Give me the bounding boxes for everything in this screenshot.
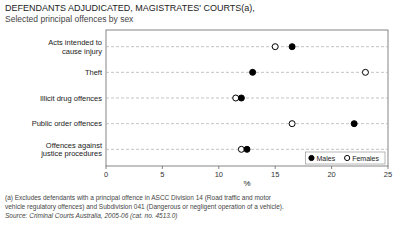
category-label-line: cause injury [62, 47, 102, 56]
marks [233, 44, 369, 153]
dot [362, 69, 368, 75]
dot [238, 95, 244, 101]
x-tick [218, 166, 219, 169]
grid-line [106, 46, 388, 47]
footnote: (a) Excludes defendants with a principal… [5, 194, 272, 202]
plot-frame [106, 30, 388, 166]
x-tick-label: 15 [271, 170, 279, 179]
dot [250, 69, 256, 75]
dot [351, 121, 357, 127]
x-tick [106, 166, 107, 169]
x-tick [162, 166, 163, 169]
x-tick-label: 25 [384, 170, 392, 179]
footnote: Source: Criminal Courts Australia, 2005-… [5, 212, 177, 220]
category-label-line: Theft [85, 68, 103, 77]
grid [106, 47, 388, 150]
subtitle: Selected principal offences by sex [5, 14, 134, 24]
x-tick-label: 0 [104, 170, 108, 179]
category-label: Public order offences [32, 119, 103, 128]
legend: Males Females [305, 152, 385, 164]
grid-line [106, 98, 388, 99]
category-label: Acts intended tocause injury [48, 38, 102, 56]
x-tick [275, 166, 276, 169]
legend-item: Males [309, 155, 336, 162]
grid-line [106, 123, 388, 124]
title: DEFENDANTS ADJUDICATED, MAGISTRATES' COU… [5, 3, 255, 13]
chart: DEFENDANTS ADJUDICATED, MAGISTRATES' COU… [0, 0, 397, 227]
legend-marker [345, 155, 350, 160]
legend-frame [305, 152, 385, 164]
x-tick [331, 166, 332, 169]
dot [289, 121, 295, 127]
dot [272, 44, 278, 50]
grid-line [106, 72, 388, 73]
x-axis-label: % [243, 179, 250, 188]
dot [289, 44, 295, 50]
category-label: Illicit drug offences [40, 94, 102, 103]
dot [233, 95, 239, 101]
x-tick-label: 10 [215, 170, 223, 179]
x-tick-label: 5 [160, 170, 164, 179]
category-label-line: Illicit drug offences [40, 94, 102, 103]
x-tick [388, 166, 389, 169]
legend-label: Males [316, 155, 335, 162]
dot [244, 146, 250, 152]
dot [238, 146, 244, 152]
footnote: vehicle regulatory offences) and Subdivi… [5, 203, 284, 211]
legend-marker [309, 155, 314, 160]
x-tick-label: 20 [327, 170, 335, 179]
category-label: Offences againstjustice procedures [40, 141, 103, 159]
category-label-line: Public order offences [32, 119, 103, 128]
category-label: Theft [85, 68, 103, 77]
legend-item: Females [345, 155, 380, 162]
legend-label: Females [352, 155, 379, 162]
category-label-line: justice procedures [40, 149, 102, 158]
